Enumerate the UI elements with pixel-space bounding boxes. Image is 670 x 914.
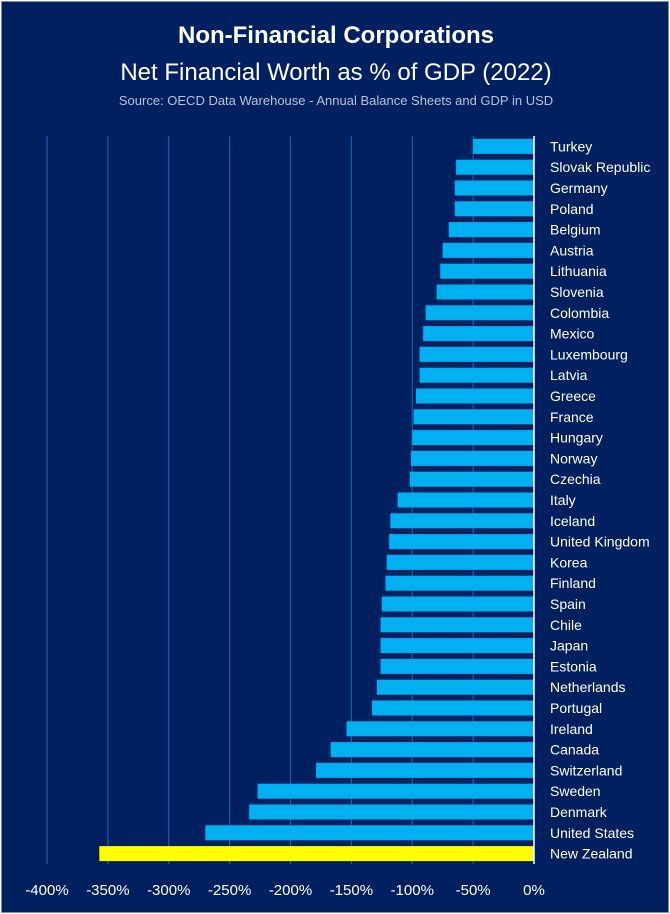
category-label: Japan <box>550 638 588 654</box>
category-label: France <box>550 409 594 425</box>
x-tick-label: -100% <box>391 882 434 899</box>
bar <box>380 617 534 633</box>
bar <box>380 658 534 674</box>
bar <box>380 638 534 654</box>
category-label: Switzerland <box>550 762 622 778</box>
category-label: Sweden <box>550 783 601 799</box>
category-label: Ireland <box>550 721 593 737</box>
category-label: Lithuania <box>550 263 607 279</box>
bar <box>316 762 534 778</box>
category-label: Belgium <box>550 222 601 238</box>
bar <box>389 534 534 550</box>
category-label: Colombia <box>550 305 609 321</box>
bar <box>448 222 534 238</box>
bar <box>381 596 534 612</box>
x-tick-label: 0% <box>523 882 545 899</box>
bar <box>412 430 534 446</box>
category-label: Spain <box>550 596 586 612</box>
category-label: Latvia <box>550 367 588 383</box>
x-tick-label: -50% <box>456 882 491 899</box>
bar <box>99 846 534 862</box>
category-label: Italy <box>550 492 576 508</box>
bar <box>419 346 534 362</box>
category-label: Netherlands <box>550 679 626 695</box>
bar <box>411 450 534 466</box>
category-label: Canada <box>550 742 599 758</box>
category-label: Iceland <box>550 513 595 529</box>
category-label: Germany <box>550 180 608 196</box>
bar <box>205 825 534 841</box>
category-label: Korea <box>550 554 588 570</box>
x-tick-label: -200% <box>269 882 312 899</box>
bar <box>330 742 534 758</box>
category-label: Hungary <box>550 430 603 446</box>
bar <box>454 201 534 217</box>
category-label: United States <box>550 825 634 841</box>
x-tick-label: -300% <box>147 882 190 899</box>
bar <box>372 700 534 716</box>
category-label: United Kingdom <box>550 534 650 550</box>
bar <box>385 575 534 591</box>
bar <box>423 326 534 342</box>
category-label: Denmark <box>550 804 608 820</box>
category-label: Luxembourg <box>550 346 628 362</box>
category-label: Poland <box>550 201 594 217</box>
bar <box>390 513 534 529</box>
bar <box>413 409 534 425</box>
bar <box>376 679 534 695</box>
chart-title: Non-Financial Corporations <box>177 22 494 49</box>
category-label: Norway <box>550 450 597 466</box>
bar <box>440 263 534 279</box>
category-label: Austria <box>550 242 594 258</box>
category-label: Estonia <box>550 658 597 674</box>
bar <box>473 138 534 154</box>
chart-source: Source: OECD Data Warehouse - Annual Bal… <box>118 93 554 108</box>
bar <box>415 388 534 404</box>
bar <box>397 492 534 508</box>
category-label: New Zealand <box>550 846 633 862</box>
category-label: Czechia <box>550 471 601 487</box>
x-tick-label: -400% <box>25 882 68 899</box>
category-label: Slovak Republic <box>550 159 650 175</box>
x-tick-label: -250% <box>208 882 251 899</box>
x-tick-label: -150% <box>330 882 373 899</box>
bar <box>442 242 534 258</box>
bar <box>425 305 534 321</box>
bar <box>409 471 534 487</box>
category-label: Finland <box>550 575 596 591</box>
category-label: Slovenia <box>550 284 604 300</box>
category-label: Greece <box>550 388 596 404</box>
category-label: Chile <box>550 617 582 633</box>
bar <box>456 159 534 175</box>
chart-subtitle: Net Financial Worth as % of GDP (2022) <box>120 59 552 86</box>
bar <box>257 783 534 799</box>
category-label: Mexico <box>550 326 595 342</box>
x-tick-label: -350% <box>86 882 129 899</box>
bar <box>249 804 535 820</box>
bar <box>454 180 534 196</box>
category-label: Portugal <box>550 700 602 716</box>
bar <box>346 721 534 737</box>
bar <box>386 554 534 570</box>
category-label: Turkey <box>550 138 592 154</box>
bar <box>419 367 534 383</box>
bar <box>436 284 534 300</box>
